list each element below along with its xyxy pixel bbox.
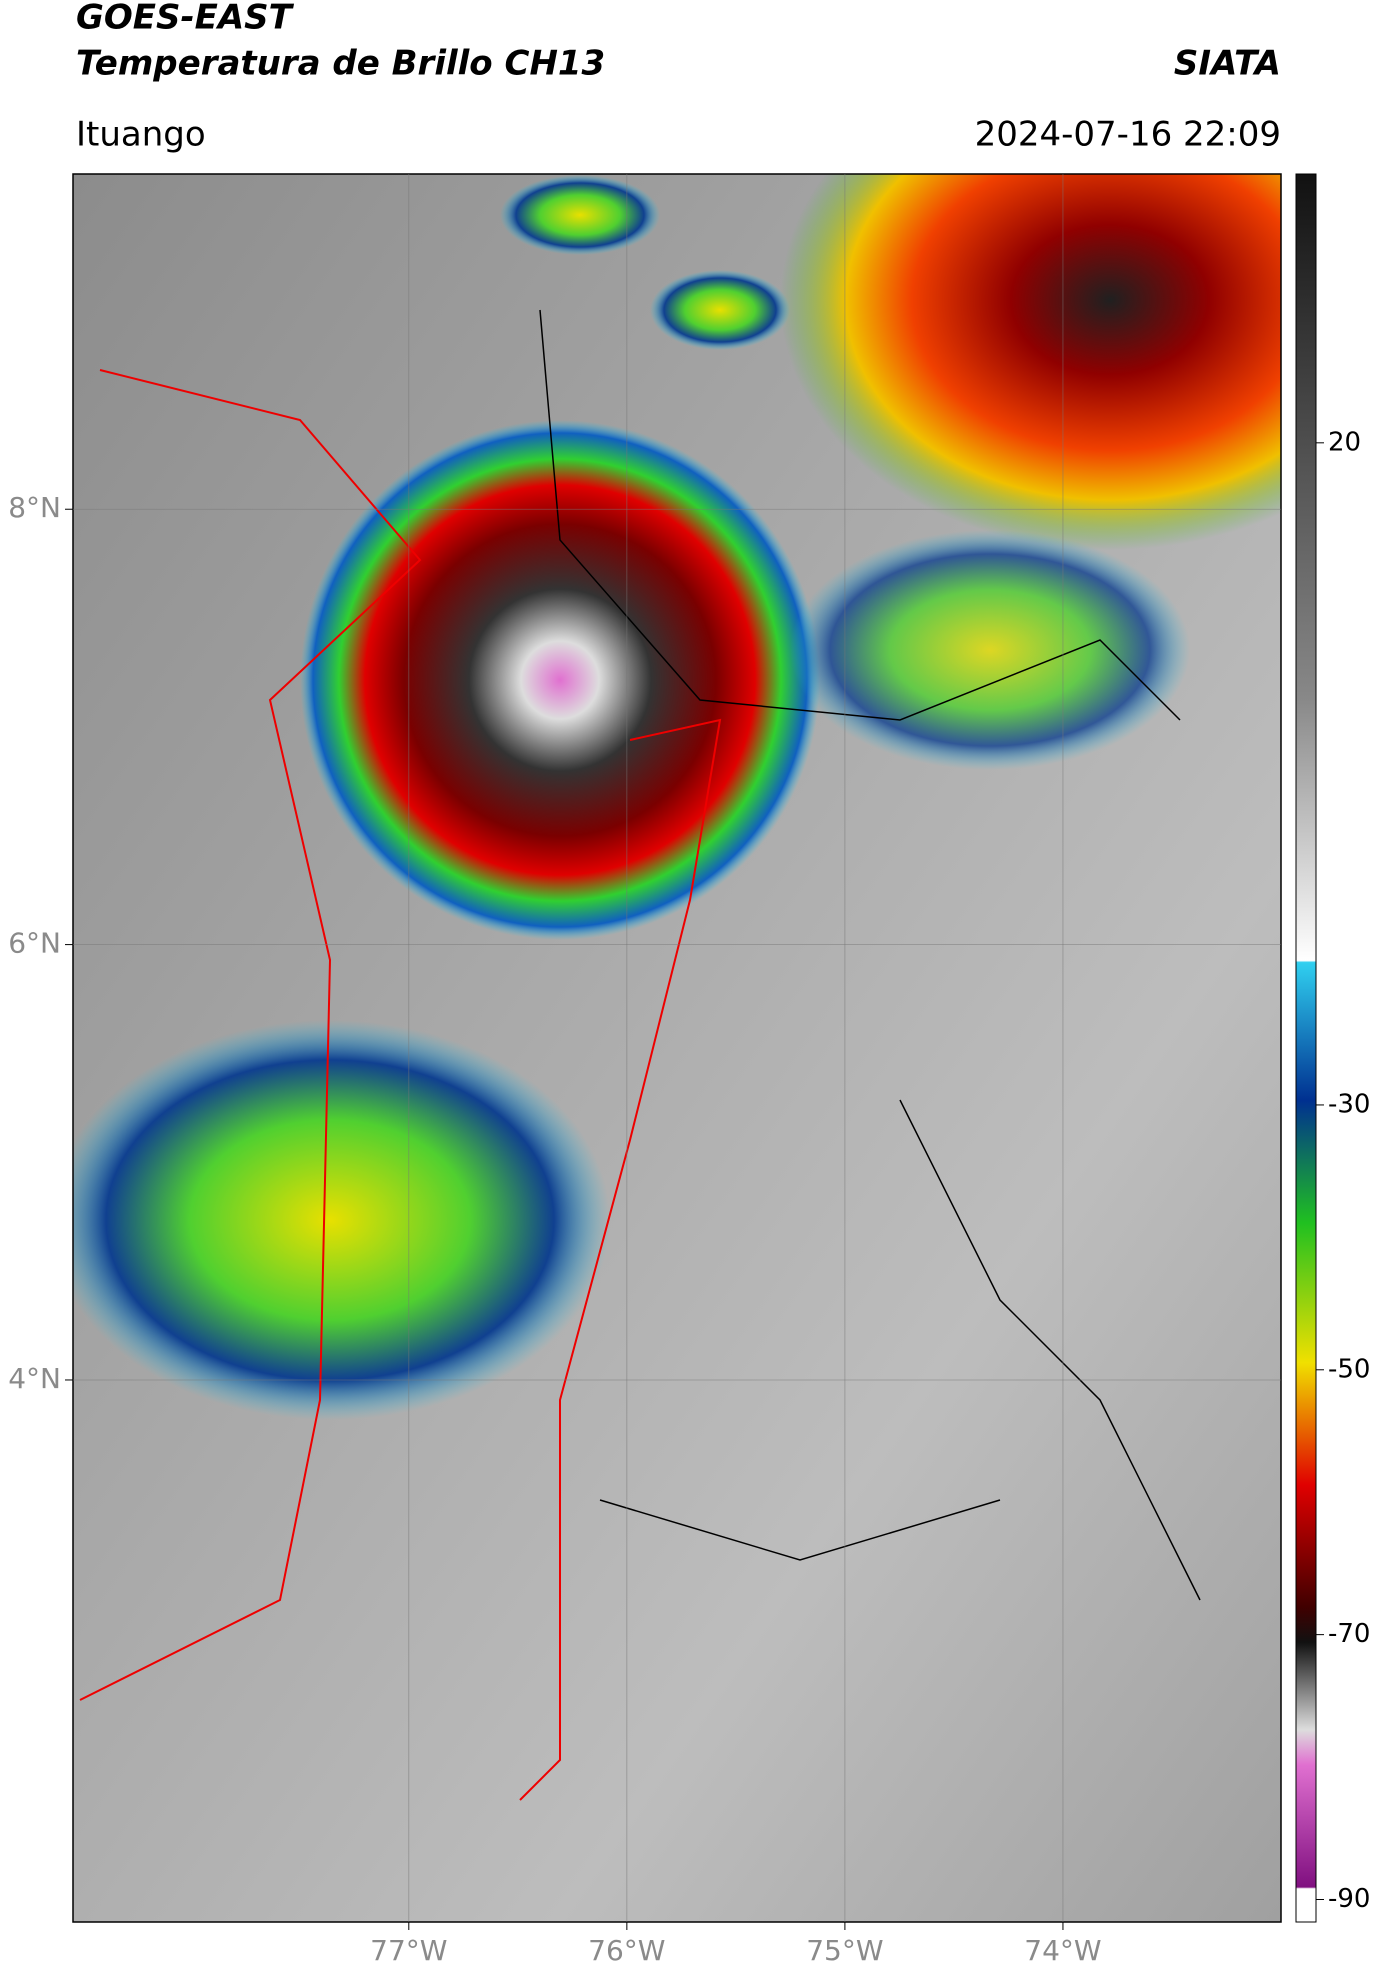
lon-label: 76°W <box>588 1934 665 1967</box>
source: SIATA <box>1174 44 1281 84</box>
lon-label: 74°W <box>1024 1934 1101 1967</box>
colorbar-label: -90 <box>1328 1884 1370 1914</box>
title: GOES-EAST <box>76 0 295 38</box>
colorbar-label: 20 <box>1328 427 1361 457</box>
lon-label: 75°W <box>806 1934 883 1967</box>
imagery <box>73 174 1281 1922</box>
timestamp: 2024-07-16 22:09 <box>975 115 1281 155</box>
colorbar <box>1295 173 1317 1923</box>
lon-label: 77°W <box>370 1934 447 1967</box>
colorbar-label: -50 <box>1328 1354 1370 1384</box>
lat-label: 4°N <box>8 1362 61 1395</box>
lat-label: 8°N <box>8 491 61 524</box>
colorbar-label: -70 <box>1328 1619 1370 1649</box>
map-frame <box>72 173 1282 1923</box>
colorbar-label: -30 <box>1328 1089 1370 1119</box>
location: Ituango <box>76 115 206 155</box>
lat-label: 6°N <box>8 927 61 960</box>
subtitle: Temperatura de Brillo CH13 <box>76 44 605 84</box>
